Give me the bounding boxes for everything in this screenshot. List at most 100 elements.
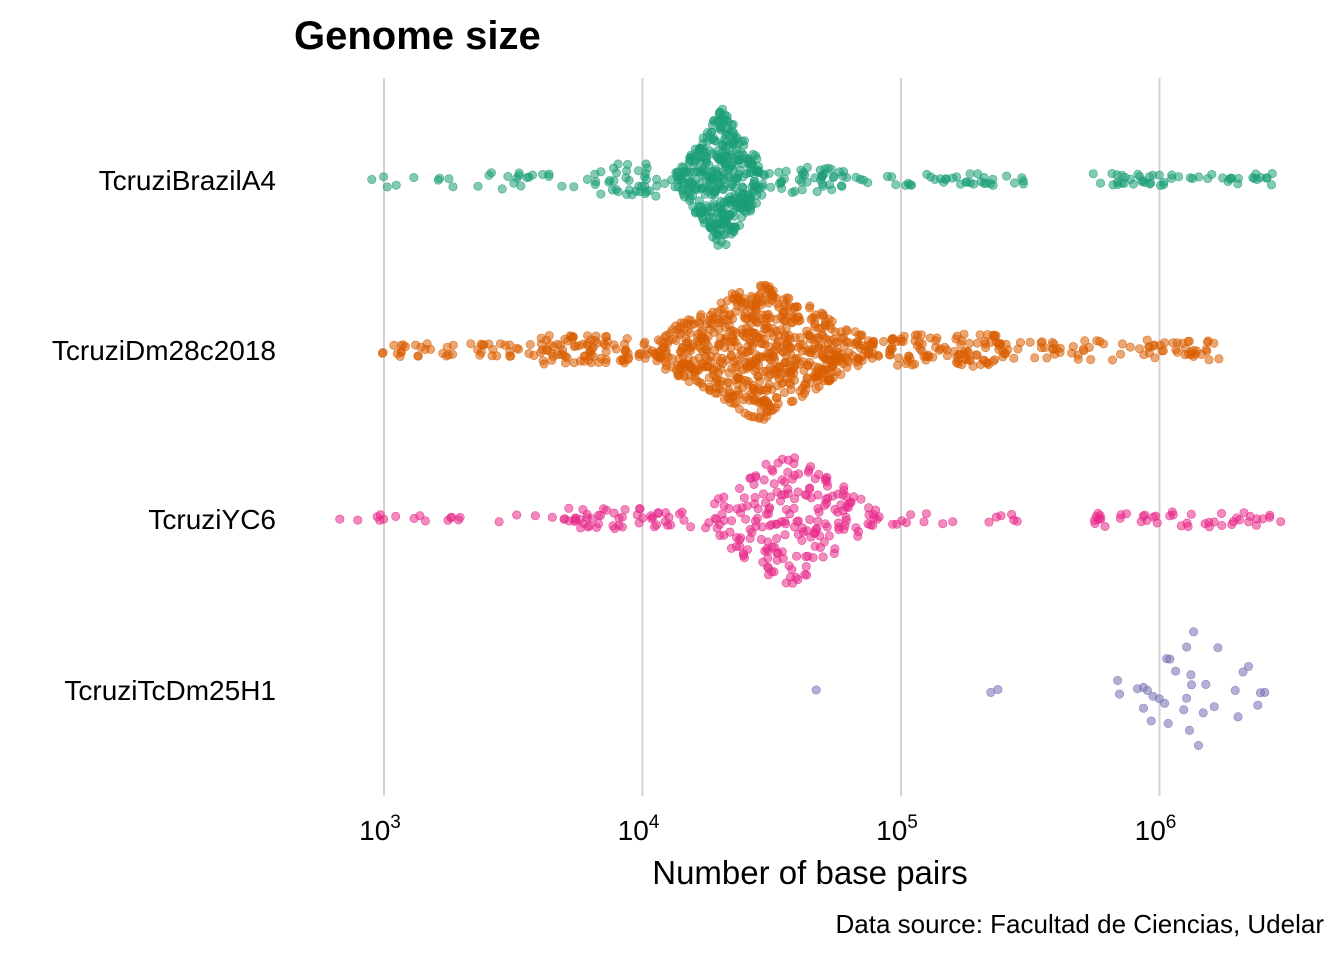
data-point (660, 516, 670, 526)
data-point (729, 211, 739, 221)
data-point (1171, 666, 1181, 676)
data-point (797, 523, 807, 533)
data-point (1227, 519, 1237, 529)
data-point (864, 503, 874, 513)
data-point (633, 166, 643, 176)
data-point (1108, 180, 1118, 190)
data-point (941, 174, 951, 184)
data-point (828, 172, 838, 182)
data-point (780, 516, 790, 526)
data-point (921, 509, 931, 519)
data-point (741, 514, 751, 524)
data-point (818, 311, 828, 321)
data-point (1204, 355, 1214, 365)
data-point (1149, 340, 1159, 350)
data-point (1086, 355, 1096, 365)
data-point (683, 353, 693, 363)
data-point (1096, 178, 1106, 188)
data-point (770, 345, 780, 355)
data-point (685, 193, 695, 203)
data-point (817, 350, 827, 360)
gridlines (383, 78, 1161, 796)
data-point (906, 180, 916, 190)
data-point (763, 546, 773, 556)
data-point (677, 174, 687, 184)
data-point (1133, 169, 1143, 179)
data-point (842, 173, 852, 183)
data-point (714, 110, 724, 120)
data-point (1182, 518, 1192, 528)
data-point (740, 202, 750, 212)
data-point (833, 518, 843, 528)
data-point (783, 467, 793, 477)
data-point (822, 481, 832, 491)
data-point (801, 562, 811, 572)
data-point (1172, 347, 1182, 357)
data-point (727, 180, 737, 190)
data-point (757, 330, 767, 340)
data-point (563, 336, 573, 346)
data-point (503, 172, 513, 182)
data-point (569, 341, 579, 351)
data-point (813, 516, 823, 526)
data-point (617, 522, 627, 532)
data-point (805, 301, 815, 311)
data-point (748, 293, 758, 303)
data-point (704, 373, 714, 383)
data-point (611, 344, 621, 354)
data-point (781, 316, 791, 326)
data-point (1084, 342, 1094, 352)
data-point (736, 350, 746, 360)
data-point (780, 477, 790, 487)
data-point (800, 569, 810, 579)
data-point (802, 177, 812, 187)
data-point (745, 473, 755, 483)
data-point (1080, 336, 1090, 346)
data-point (448, 349, 458, 359)
data-point (783, 455, 793, 465)
data-point (700, 351, 710, 361)
data-point (823, 163, 833, 173)
data-point (530, 511, 540, 521)
data-point (739, 140, 749, 150)
data-point (557, 181, 567, 191)
data-point (621, 173, 631, 183)
data-point (1202, 346, 1212, 356)
data-point (707, 224, 717, 234)
data-point (750, 412, 760, 422)
data-point (1217, 508, 1227, 518)
data-point (1133, 684, 1143, 694)
data-point (724, 385, 734, 395)
data-point (590, 180, 600, 190)
data-point (753, 504, 763, 514)
data-point (790, 186, 800, 196)
data-point (562, 353, 572, 363)
data-point (738, 549, 748, 559)
data-point (564, 503, 574, 513)
data-point (776, 178, 786, 188)
data-point (1116, 349, 1126, 359)
data-point (778, 378, 788, 388)
data-point (420, 516, 430, 526)
data-point (1251, 520, 1261, 530)
data-point (1188, 174, 1198, 184)
data-point (768, 331, 778, 341)
data-point (547, 512, 557, 522)
data-point (803, 360, 813, 370)
data-point (726, 138, 736, 148)
data-point (488, 344, 498, 354)
data-point (792, 551, 802, 561)
data-point (764, 282, 774, 292)
data-point (810, 528, 820, 538)
data-point (827, 185, 837, 195)
data-point (716, 226, 726, 236)
data-point (756, 296, 766, 306)
data-point (1168, 510, 1178, 520)
data-point (1139, 703, 1149, 713)
x-tick-labels: 103 104 105 106 (359, 812, 1176, 846)
data-point (965, 169, 975, 179)
data-point (932, 333, 942, 343)
data-point (1088, 169, 1098, 179)
data-point (392, 349, 402, 359)
